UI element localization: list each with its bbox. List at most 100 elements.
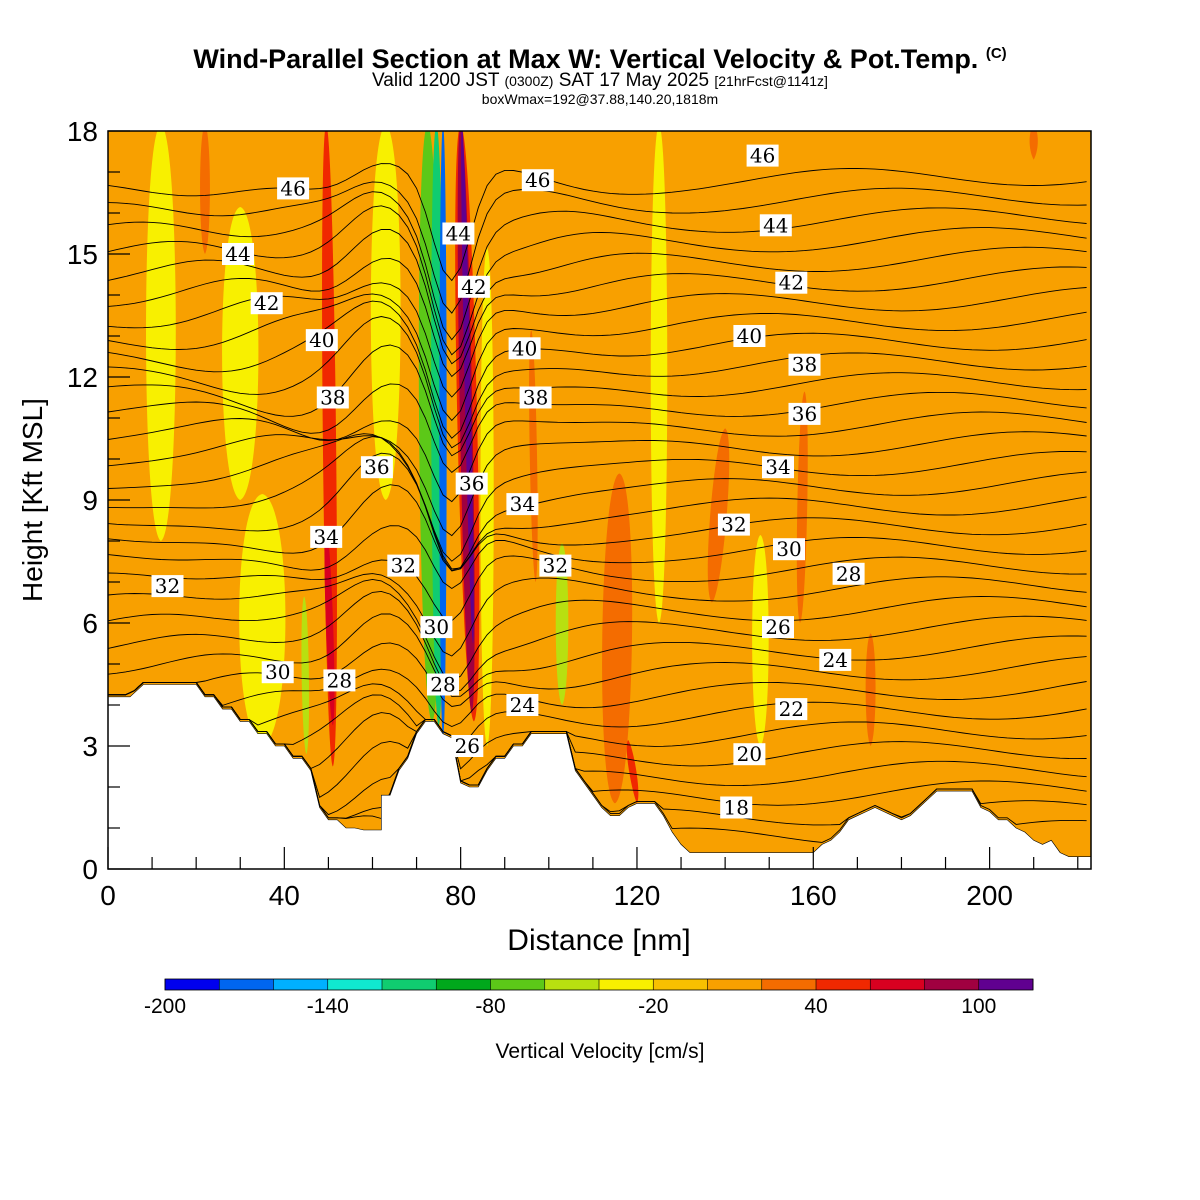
colorbar-swatch-9 <box>653 979 708 990</box>
theta-label-bg <box>427 673 459 696</box>
theta-contour-30 <box>108 525 1087 590</box>
colorbar-swatch-2 <box>273 979 329 990</box>
colorbar-swatch-7 <box>544 979 600 990</box>
theta-label-2: 42 <box>250 291 283 315</box>
colorbar-swatch-8 <box>599 979 654 990</box>
colorbar-swatch-13 <box>870 979 925 990</box>
theta-label-text: 36 <box>792 402 817 426</box>
theta-contour-28 <box>108 573 1087 657</box>
colorbar-swatch-5 <box>436 979 491 990</box>
theta-label-text: 38 <box>320 386 345 410</box>
theta-label-bg <box>277 177 310 200</box>
copyright-mark: (C) <box>985 45 1007 62</box>
theta-label-text: 40 <box>737 324 762 348</box>
theta-label-text: 26 <box>455 734 480 758</box>
theta-label-bg <box>521 169 554 192</box>
theta-contour-26 <box>108 590 1087 693</box>
colorbar-label: Vertical Velocity [cm/s] <box>496 1040 705 1063</box>
x-tick-label: 80 <box>445 880 476 911</box>
theta-label-text: 32 <box>721 513 746 537</box>
theta-contour-36 <box>108 411 1087 503</box>
y-tick-label: 3 <box>82 731 98 762</box>
theta-label-19: 38 <box>519 386 552 410</box>
colorbar-swatch-1 <box>219 979 274 990</box>
theta-label-text: 40 <box>309 328 334 352</box>
theta-label-14: 24 <box>506 693 539 717</box>
theta-label-bg <box>788 402 821 425</box>
theta-label-8: 30 <box>261 660 294 684</box>
theta-label-31: 30 <box>773 537 805 561</box>
theta-contour-44 <box>108 228 1087 365</box>
theta-contour-22 <box>108 682 1087 748</box>
w-cell-15 <box>626 740 639 804</box>
theta-label-24: 44 <box>759 213 792 237</box>
theta-label-text: 44 <box>446 222 471 246</box>
theta-contour-43 <box>108 257 1087 378</box>
y-tick-label: 9 <box>82 485 98 516</box>
terrain <box>108 684 1091 869</box>
theta-label-bg <box>360 456 393 479</box>
theta-label-bg <box>773 538 805 561</box>
theta-label-35: 22 <box>775 697 808 721</box>
theta-contour-46 <box>108 191 1087 341</box>
theta-label-28: 36 <box>788 402 821 426</box>
theta-label-1: 44 <box>222 242 254 266</box>
theta-contour-31 <box>108 484 1087 572</box>
colorbar-tick-label: -80 <box>475 995 505 1018</box>
chart-box-info: boxWmax=192@37.88,140.20,1818m <box>481 91 719 107</box>
theta-contour-29 <box>108 555 1087 622</box>
theta-label-text: 44 <box>225 242 250 266</box>
theta-label-text: 18 <box>723 796 748 820</box>
colorbar: -200 -140 -80 -20 40 100 <box>144 978 1034 1018</box>
theta-label-15: 44 <box>442 222 475 246</box>
plot-area: 46 44 42 40 38 36 34 32 30 28 32 30 28 26 24 44 42 36 40 38… <box>108 131 1091 869</box>
theta-contour-32 <box>108 452 1087 570</box>
theta-label-text: 38 <box>523 386 548 410</box>
theta-contour-38 <box>108 344 1087 457</box>
w-cell-1 <box>222 207 259 500</box>
x-tick-label: 120 <box>614 880 661 911</box>
theta-contour-48 <box>108 163 1087 282</box>
theta-contour-37 <box>108 383 1087 474</box>
w-cell-3 <box>370 131 401 500</box>
theta-label-bg <box>539 554 572 577</box>
chart-subtitle: Valid 1200 JST (0300Z) SAT 17 May 2025 [… <box>372 70 828 91</box>
theta-label-bg <box>788 353 821 376</box>
colorbar-swatch-3 <box>327 979 383 990</box>
theta-label-text: 32 <box>155 574 180 598</box>
theta-label-text: 22 <box>779 697 804 721</box>
theta-label-text: 42 <box>461 275 486 299</box>
theta-label-bg <box>519 386 552 409</box>
theta-label-text: 36 <box>459 472 484 496</box>
x-tick-label: 200 <box>966 880 1013 911</box>
theta-contour-33 <box>108 436 1087 572</box>
theta-label-37: 18 <box>720 796 753 820</box>
w-cell-22 <box>461 131 474 644</box>
theta-label-text: 28 <box>836 562 861 586</box>
theta-label-bg <box>762 616 794 639</box>
theta-label-18: 40 <box>508 336 541 360</box>
y-tick-label: 0 <box>82 854 98 885</box>
theta-label-16: 42 <box>457 275 490 299</box>
terrain-mask <box>108 684 1091 869</box>
theta-label-22: 46 <box>521 168 554 192</box>
theta-label-bg <box>455 472 488 495</box>
theta-contour-41 <box>108 293 1087 422</box>
theta-label-11: 30 <box>420 615 453 639</box>
y-axis-label: Height [Kft MSL] <box>17 398 48 602</box>
theta-contour-27 <box>108 578 1087 682</box>
theta-label-text: 34 <box>313 525 338 549</box>
theta-label-9: 28 <box>323 668 356 692</box>
theta-label-bg <box>506 493 539 516</box>
theta-label-17: 36 <box>455 472 488 496</box>
theta-label-bg <box>261 661 294 684</box>
theta-label-bg <box>457 275 490 298</box>
colorbar-tick-label: 40 <box>804 995 827 1018</box>
theta-label-7: 32 <box>151 574 184 598</box>
theta-label-bg <box>759 214 792 237</box>
y-tick-label: 12 <box>67 362 98 393</box>
theta-label-bg <box>250 292 283 315</box>
theta-label-text: 30 <box>424 615 449 639</box>
theta-label-bg <box>775 698 808 721</box>
